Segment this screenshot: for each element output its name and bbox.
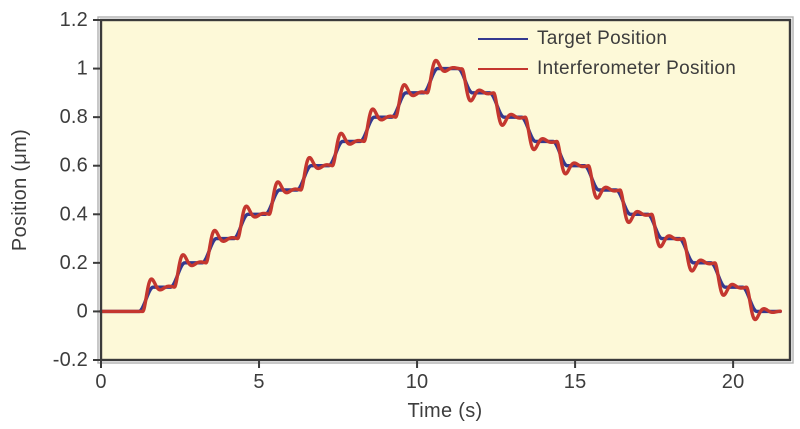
legend: Target Position Interferometer Position — [478, 24, 736, 84]
y-tick-label: 0.2 — [60, 252, 88, 274]
y-tick-label: 1 — [77, 58, 88, 80]
plot-background-layer — [97, 16, 794, 364]
tick-labels-layer: 0 5 10 15 20 -0.2 0 0.2 0.4 0.6 0.8 1 1.2 — [53, 9, 745, 393]
y-tick-label: 1.2 — [60, 9, 88, 31]
y-tick-label: 0.6 — [60, 155, 88, 177]
axes-frame-layer — [93, 18, 792, 368]
legend-item-interferometer: Interferometer Position — [478, 54, 736, 84]
y-tick-label: 0.4 — [60, 203, 88, 225]
legend-item-target: Target Position — [478, 24, 736, 54]
y-tick-label: 0 — [77, 300, 88, 322]
x-tick-label: 0 — [95, 371, 106, 393]
interferometer-line-swatch — [478, 68, 528, 70]
plot-background — [101, 20, 790, 360]
legend-label-interferometer: Interferometer Position — [537, 58, 737, 79]
x-tick-label: 10 — [406, 371, 429, 393]
legend-label-target: Target Position — [537, 28, 668, 49]
plot-frame — [99, 18, 792, 362]
y-axis-title: Position (μm) — [9, 129, 31, 251]
x-tick-label: 20 — [722, 371, 745, 393]
x-axis-title: Time (s) — [408, 400, 483, 422]
y-tick-label: 0.8 — [60, 106, 88, 128]
x-tick-label: 15 — [564, 371, 587, 393]
interferometer-position-line — [99, 58, 782, 322]
plot-outer-edge — [97, 16, 794, 364]
x-tick-label: 5 — [253, 371, 264, 393]
y-tick-label: -0.2 — [53, 349, 88, 371]
target-line-swatch — [478, 38, 528, 40]
curves-layer — [99, 58, 782, 322]
